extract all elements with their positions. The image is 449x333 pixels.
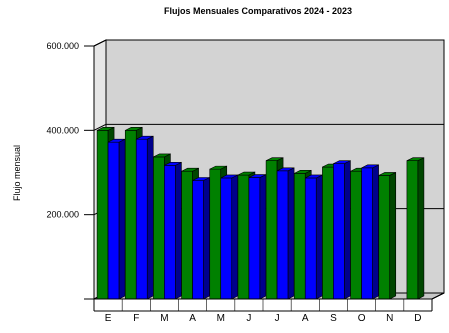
bar-side	[146, 135, 154, 300]
bar-front	[153, 156, 165, 300]
y-tick-label: 400.000	[46, 125, 79, 135]
chart-title: Flujos Mensuales Comparativos 2024 - 202…	[164, 6, 352, 16]
x-tick-label: N	[386, 313, 393, 324]
x-tick-label: A	[302, 313, 309, 324]
bar-front	[124, 130, 137, 300]
bar	[192, 177, 210, 300]
bar-front	[209, 168, 222, 300]
bar-side	[344, 160, 351, 300]
bar-top	[181, 167, 199, 172]
bar-front	[164, 165, 176, 300]
bar	[378, 171, 397, 300]
bar-side	[389, 171, 397, 300]
bar-front	[237, 174, 250, 300]
bar-front	[135, 138, 148, 300]
y-tick-label: 200.000	[46, 210, 79, 220]
bar	[333, 160, 351, 300]
bar-front	[107, 141, 120, 300]
x-tick-label: S	[330, 313, 337, 324]
bar-top	[164, 162, 182, 166]
bar-front	[276, 170, 289, 300]
bar	[220, 174, 239, 300]
bars	[96, 126, 425, 300]
x-tick-label: D	[414, 313, 421, 324]
bar-side	[175, 161, 182, 300]
x-tick-label: M	[217, 313, 225, 324]
bar-front	[406, 160, 419, 300]
x-tick-label: O	[358, 313, 366, 324]
bar-top	[294, 170, 312, 174]
bar	[406, 157, 425, 300]
bar-front	[378, 175, 391, 300]
bar	[361, 164, 379, 300]
bar-front	[248, 177, 261, 300]
x-tick-label: F	[133, 313, 139, 324]
gridline-side	[93, 39, 107, 47]
gridline-side	[93, 123, 107, 131]
bar-front	[220, 177, 233, 300]
axes: 200.000 400.000 600.000 E F M A M J J A S O N D	[46, 41, 445, 324]
bar-top	[209, 165, 227, 170]
bar-top	[265, 157, 284, 161]
bar-side	[203, 177, 210, 300]
y-axis-label: Flujo mensual	[12, 145, 22, 201]
bar-top	[361, 164, 379, 169]
bar-front	[322, 166, 334, 300]
bar-front	[265, 160, 278, 300]
bar-front	[96, 130, 109, 300]
bar-front	[333, 163, 345, 300]
x-tick-label: M	[160, 313, 168, 324]
floor-edge	[431, 292, 445, 300]
bar-top	[125, 127, 143, 131]
bar-top	[153, 153, 171, 158]
bar	[248, 174, 267, 300]
bar-front	[304, 177, 317, 300]
x-tick-label: E	[105, 313, 112, 324]
bar-side	[118, 138, 126, 300]
x-tick-label: A	[189, 313, 196, 324]
bar-front	[181, 170, 193, 300]
bar	[135, 135, 154, 300]
x-tick-label: J	[246, 313, 251, 324]
bar-top	[378, 172, 396, 176]
bar-top	[96, 127, 115, 131]
bar-top	[333, 160, 351, 164]
bar-front	[293, 173, 306, 300]
bar	[276, 167, 295, 300]
bar-top	[406, 157, 425, 161]
bar-top	[237, 171, 256, 176]
bar-side	[287, 167, 295, 300]
bar-side	[231, 174, 239, 300]
bar-top	[136, 135, 154, 140]
bar	[164, 161, 182, 300]
bar-front	[361, 167, 373, 300]
bar-side	[372, 164, 379, 300]
bar	[107, 138, 126, 300]
bar-front	[350, 170, 362, 300]
x-tick-label: J	[275, 313, 280, 324]
bar-side	[417, 157, 425, 300]
bar-side	[315, 174, 323, 300]
y-tick-label: 600.000	[46, 41, 79, 51]
bar-front	[192, 180, 204, 300]
bar	[304, 174, 323, 300]
bar-side	[259, 174, 267, 300]
bar-top	[276, 167, 295, 172]
